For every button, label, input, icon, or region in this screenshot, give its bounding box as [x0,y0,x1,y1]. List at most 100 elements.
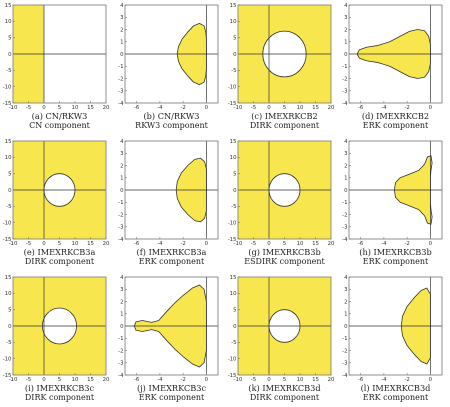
x-tick-label: 20 [103,377,110,383]
y-tick-label: 0 [120,188,124,194]
subfigure-caption: (c) IMEXRKCB2 [251,111,318,121]
stability-plot: -6 -4 -2 0 -4 -3 -2 -1 0 1 2 3 4 [118,139,219,247]
x-tick-label: -4 [381,377,387,383]
y-tick-label: 15 [5,3,12,9]
x-tick-label: 15 [87,377,94,383]
y-tick-label: 0 [8,52,12,58]
y-tick-label: -2 [118,348,123,354]
x-tick-label: -10 [9,241,18,247]
y-tick-label: 5 [8,172,11,178]
x-tick-label: 0 [429,105,433,111]
y-tick-label: 2 [344,299,347,305]
subfigure-caption: (e) IMEXRKCB3a [23,247,96,257]
y-tick-label: -1 [342,64,347,70]
subfigure-caption: (d) IMEXRKCB2 [361,111,430,121]
x-tick-label: 15 [312,241,319,247]
x-tick-label: -2 [404,241,409,247]
y-tick-label: -3 [342,361,347,367]
y-tick-label: 3 [120,287,123,293]
y-tick-label: 15 [230,275,237,281]
y-tick-label: -3 [118,361,123,367]
x-tick-label: 0 [205,105,209,111]
y-tick-label: -10 [3,221,12,227]
x-tick-label: -5 [26,241,31,247]
x-tick-label: 0 [42,241,46,247]
subfigure-caption: (i) IMEXRKCB3c [24,383,95,393]
y-tick-label: 10 [230,155,237,161]
subfigure-component-label: ERK component [362,257,429,266]
y-tick-label: 3 [344,151,347,157]
y-tick-label: 2 [344,163,347,169]
y-tick-label: 2 [344,27,347,33]
x-tick-label: 5 [283,377,286,383]
x-tick-label: -5 [251,377,256,383]
subfigure-component-label: RKW3 component [135,121,208,130]
y-tick-label: 10 [230,291,237,297]
x-tick-label: 10 [72,241,79,247]
y-tick-label: -15 [3,101,12,107]
x-tick-label: 0 [267,105,271,111]
x-tick-label: -10 [234,241,243,247]
y-tick-label: 4 [344,3,348,9]
y-tick-label: -2 [118,212,123,218]
x-tick-label: 20 [328,377,335,383]
x-tick-label: 5 [58,241,61,247]
y-tick-label: -10 [3,357,12,363]
y-tick-label: 4 [120,3,124,9]
y-tick-label: 0 [344,188,348,194]
y-tick-label: 0 [344,52,348,58]
y-tick-label: 4 [344,275,348,281]
x-tick-label: -2 [180,105,185,111]
y-tick-label: 10 [230,19,237,25]
y-tick-label: -15 [228,373,237,379]
x-tick-label: 15 [87,105,94,111]
y-tick-label: -5 [6,68,11,74]
y-tick-label: -2 [342,76,347,82]
y-tick-label: 15 [230,3,237,9]
y-tick-label: -5 [6,340,11,346]
x-tick-label: 10 [297,105,304,111]
y-tick-label: -10 [228,221,237,227]
subfigure-caption: (f) IMEXRKCB3a [136,247,207,257]
y-tick-label: 5 [233,36,236,42]
x-tick-label: -2 [404,377,409,383]
y-tick-label: -15 [228,237,237,243]
y-tick-label: 10 [5,19,12,25]
y-tick-label: 15 [5,275,12,281]
subfigure-caption: (k) IMEXRKCB3d [248,383,321,393]
y-tick-label: -5 [6,204,11,210]
subfigure-component-label: ERK component [362,393,429,402]
x-tick-label: 0 [205,377,209,383]
x-tick-label: 20 [103,241,110,247]
y-tick-label: 3 [120,151,123,157]
y-tick-label: -1 [118,336,123,342]
x-tick-label: 0 [429,241,433,247]
x-tick-label: 20 [328,241,335,247]
x-tick-label: 0 [42,377,46,383]
y-tick-label: -4 [342,373,348,379]
y-tick-label: 5 [8,308,11,314]
y-tick-label: -15 [228,101,237,107]
y-tick-label: 15 [5,139,12,145]
y-tick-label: 15 [230,139,237,145]
x-tick-label: -2 [180,241,185,247]
x-tick-label: -2 [180,377,185,383]
subfigure-component-label: DIRK component [24,257,95,266]
subfigure-caption: (h) IMEXRKCB3b [359,247,432,257]
y-tick-label: 10 [5,155,12,161]
x-tick-label: 5 [283,105,286,111]
subfigure-component-label: ERK component [138,257,205,266]
y-tick-label: 0 [8,324,12,330]
stability-plot: -6 -4 -2 0 -4 -3 -2 -1 0 1 2 3 4 [342,3,443,111]
stability-plot: -6 -4 -2 0 -4 -3 -2 -1 0 1 2 3 4 [118,275,219,383]
subfigure-component-label: ESDIRK component [244,257,325,266]
y-tick-label: -3 [342,225,347,231]
subfigure-component-label: DIRK component [249,393,320,402]
x-tick-label: -10 [9,377,18,383]
x-tick-label: 15 [312,377,319,383]
y-tick-label: 3 [344,15,347,21]
